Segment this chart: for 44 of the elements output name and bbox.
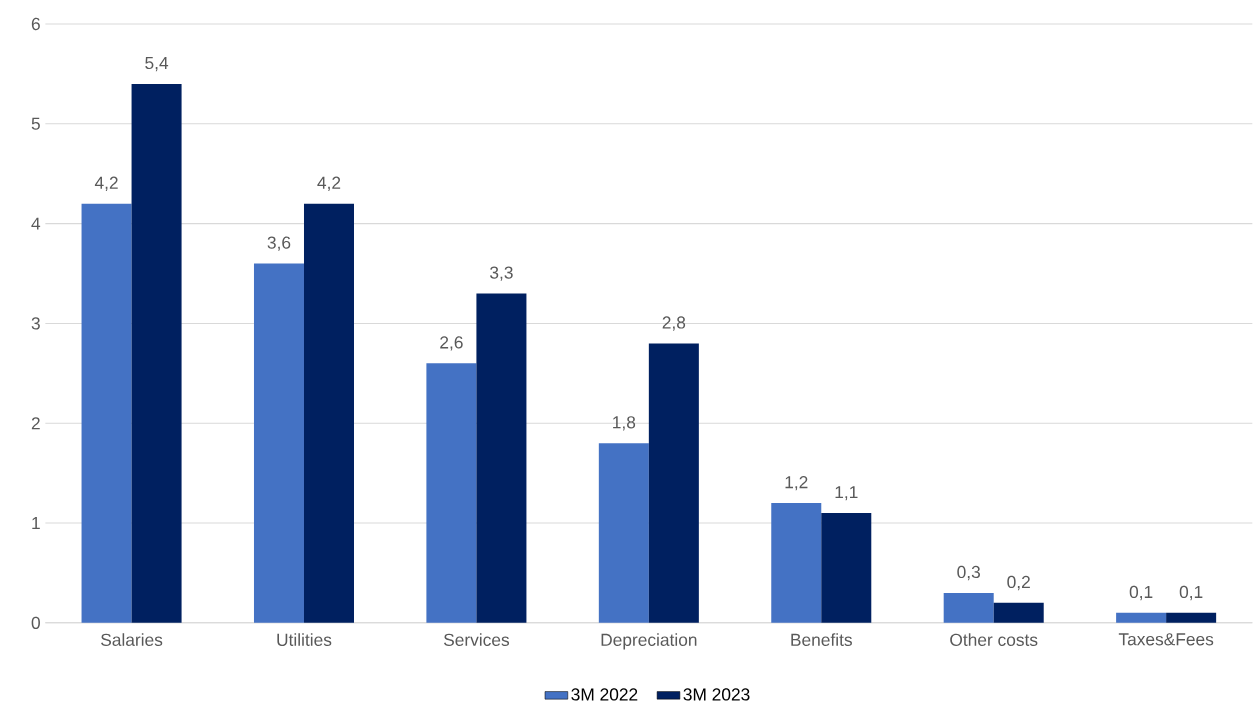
bar: [131, 83, 182, 623]
y-tick-label: 1: [32, 516, 40, 529]
x-tick-label: Depreciation: [601, 633, 697, 650]
legend-label: 3M 2022: [571, 688, 638, 701]
data-label: 0,1: [1179, 585, 1203, 601]
data-label: 0,3: [957, 565, 980, 581]
x-tick-label: Taxes&Fees: [1118, 633, 1214, 646]
data-label: 1,1: [835, 486, 858, 501]
x-tick-label: Services: [443, 633, 510, 646]
x-tick-label: Utilities: [277, 633, 332, 646]
data-label: 1,2: [785, 475, 808, 491]
data-label: 3,3: [490, 266, 513, 281]
data-label: 2,8: [662, 316, 686, 331]
bar: [993, 602, 1044, 623]
data-label: 2,6: [440, 336, 463, 351]
data-label: 0,1: [1129, 585, 1153, 601]
y-tick-label: 3: [31, 317, 40, 330]
data-label: 3,6: [267, 236, 291, 251]
y-tick-label: 0: [31, 616, 40, 629]
x-tick-label: Other costs: [950, 633, 1038, 646]
bar: [253, 263, 304, 623]
bar: [598, 443, 649, 623]
legend-label: 3M 2023: [683, 688, 750, 701]
y-tick-label: 4: [31, 217, 41, 230]
data-label: 5,4: [145, 56, 169, 72]
bar: [426, 363, 477, 623]
y-tick-label: 2: [31, 417, 40, 430]
bar: [1116, 612, 1167, 623]
bar: [771, 502, 822, 623]
bar: [81, 203, 132, 623]
data-label: 0,2: [1007, 575, 1030, 591]
data-label: 4,2: [317, 176, 341, 191]
y-tick-label: 6: [31, 17, 40, 31]
bar: [476, 293, 527, 623]
bar: [943, 592, 994, 623]
data-label: 1,8: [613, 416, 636, 431]
bar: [303, 203, 354, 623]
x-tick-label: Benefits: [791, 633, 852, 646]
bar: [821, 512, 872, 623]
data-label: 4,2: [94, 176, 118, 191]
y-tick-label: 5: [31, 117, 40, 130]
bar: [648, 343, 699, 623]
bar: [1166, 612, 1217, 623]
x-tick-label: Salaries: [101, 633, 163, 646]
